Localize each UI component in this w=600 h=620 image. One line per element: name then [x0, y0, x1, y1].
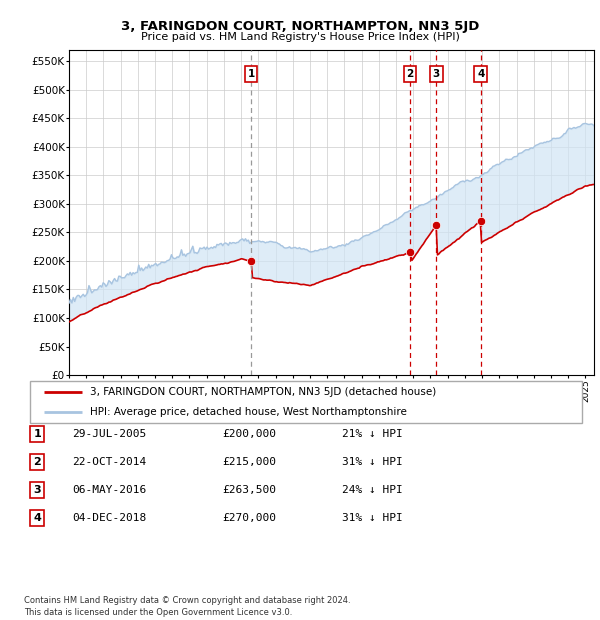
Text: HPI: Average price, detached house, West Northamptonshire: HPI: Average price, detached house, West…	[89, 407, 406, 417]
Text: 29-JUL-2005: 29-JUL-2005	[72, 429, 146, 439]
Text: Contains HM Land Registry data © Crown copyright and database right 2024.
This d: Contains HM Land Registry data © Crown c…	[24, 596, 350, 617]
Text: 2: 2	[34, 457, 41, 467]
FancyBboxPatch shape	[30, 381, 582, 423]
Text: 2: 2	[406, 69, 413, 79]
Text: Price paid vs. HM Land Registry's House Price Index (HPI): Price paid vs. HM Land Registry's House …	[140, 32, 460, 42]
Text: 3: 3	[34, 485, 41, 495]
Text: £200,000: £200,000	[222, 429, 276, 439]
Text: 4: 4	[33, 513, 41, 523]
Text: £270,000: £270,000	[222, 513, 276, 523]
Text: £263,500: £263,500	[222, 485, 276, 495]
Text: 24% ↓ HPI: 24% ↓ HPI	[342, 485, 403, 495]
Text: 1: 1	[34, 429, 41, 439]
Text: 3, FARINGDON COURT, NORTHAMPTON, NN3 5JD: 3, FARINGDON COURT, NORTHAMPTON, NN3 5JD	[121, 20, 479, 33]
Text: 31% ↓ HPI: 31% ↓ HPI	[342, 457, 403, 467]
Text: 3: 3	[433, 69, 440, 79]
Text: 22-OCT-2014: 22-OCT-2014	[72, 457, 146, 467]
Text: 04-DEC-2018: 04-DEC-2018	[72, 513, 146, 523]
Text: 21% ↓ HPI: 21% ↓ HPI	[342, 429, 403, 439]
Text: 06-MAY-2016: 06-MAY-2016	[72, 485, 146, 495]
Text: £215,000: £215,000	[222, 457, 276, 467]
Text: 4: 4	[477, 69, 484, 79]
Text: 3, FARINGDON COURT, NORTHAMPTON, NN3 5JD (detached house): 3, FARINGDON COURT, NORTHAMPTON, NN3 5JD…	[89, 387, 436, 397]
Text: 1: 1	[247, 69, 254, 79]
Text: 31% ↓ HPI: 31% ↓ HPI	[342, 513, 403, 523]
